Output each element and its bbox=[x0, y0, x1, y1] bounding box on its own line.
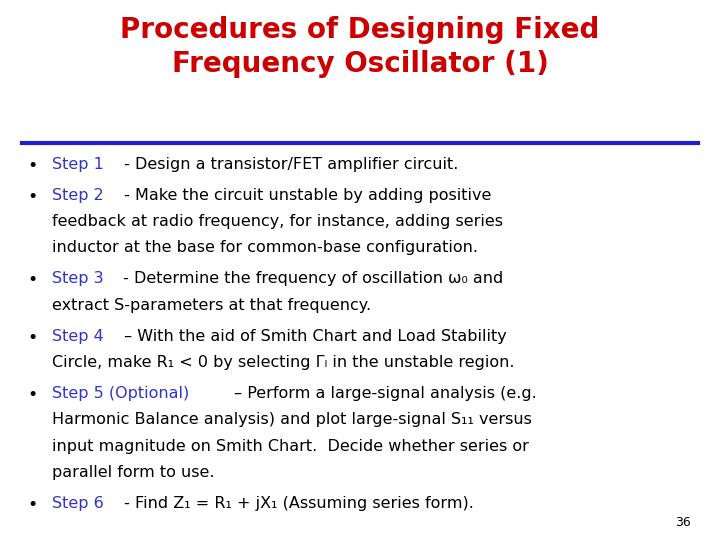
Text: - Find Z₁ = R₁ + jX₁ (Assuming series form).: - Find Z₁ = R₁ + jX₁ (Assuming series fo… bbox=[119, 496, 474, 511]
Text: Harmonic Balance analysis) and plot large-signal S₁₁ versus: Harmonic Balance analysis) and plot larg… bbox=[52, 412, 531, 427]
Text: •: • bbox=[27, 329, 37, 347]
Text: – With the aid of Smith Chart and Load Stability: – With the aid of Smith Chart and Load S… bbox=[119, 329, 506, 343]
Text: extract S-parameters at that frequency.: extract S-parameters at that frequency. bbox=[52, 298, 371, 313]
Text: Step 5 (Optional): Step 5 (Optional) bbox=[52, 386, 189, 401]
Text: Step 6: Step 6 bbox=[52, 496, 104, 511]
Text: - Make the circuit unstable by adding positive: - Make the circuit unstable by adding po… bbox=[119, 187, 491, 202]
Text: Circle, make R₁ < 0 by selecting Γₗ in the unstable region.: Circle, make R₁ < 0 by selecting Γₗ in t… bbox=[52, 355, 514, 370]
Text: feedback at radio frequency, for instance, adding series: feedback at radio frequency, for instanc… bbox=[52, 214, 503, 229]
Text: •: • bbox=[27, 187, 37, 206]
Text: •: • bbox=[27, 157, 37, 174]
Text: – Perform a large-signal analysis (e.g.: – Perform a large-signal analysis (e.g. bbox=[229, 386, 536, 401]
Text: •: • bbox=[27, 496, 37, 514]
Text: Step 2: Step 2 bbox=[52, 187, 104, 202]
Text: Step 4: Step 4 bbox=[52, 329, 104, 343]
Text: Step 3: Step 3 bbox=[52, 271, 104, 286]
Text: inductor at the base for common-base configuration.: inductor at the base for common-base con… bbox=[52, 240, 478, 255]
Text: •: • bbox=[27, 386, 37, 404]
Text: Procedures of Designing Fixed
Frequency Oscillator (1): Procedures of Designing Fixed Frequency … bbox=[120, 16, 600, 78]
Text: •: • bbox=[27, 271, 37, 289]
Text: - Design a transistor/FET amplifier circuit.: - Design a transistor/FET amplifier circ… bbox=[119, 157, 458, 172]
Text: - Determine the frequency of oscillation ω₀ and: - Determine the frequency of oscillation… bbox=[119, 271, 504, 286]
Text: 36: 36 bbox=[675, 516, 691, 529]
Text: Step 1: Step 1 bbox=[52, 157, 104, 172]
Text: input magnitude on Smith Chart.  Decide whether series or: input magnitude on Smith Chart. Decide w… bbox=[52, 438, 528, 454]
Text: parallel form to use.: parallel form to use. bbox=[52, 465, 215, 480]
